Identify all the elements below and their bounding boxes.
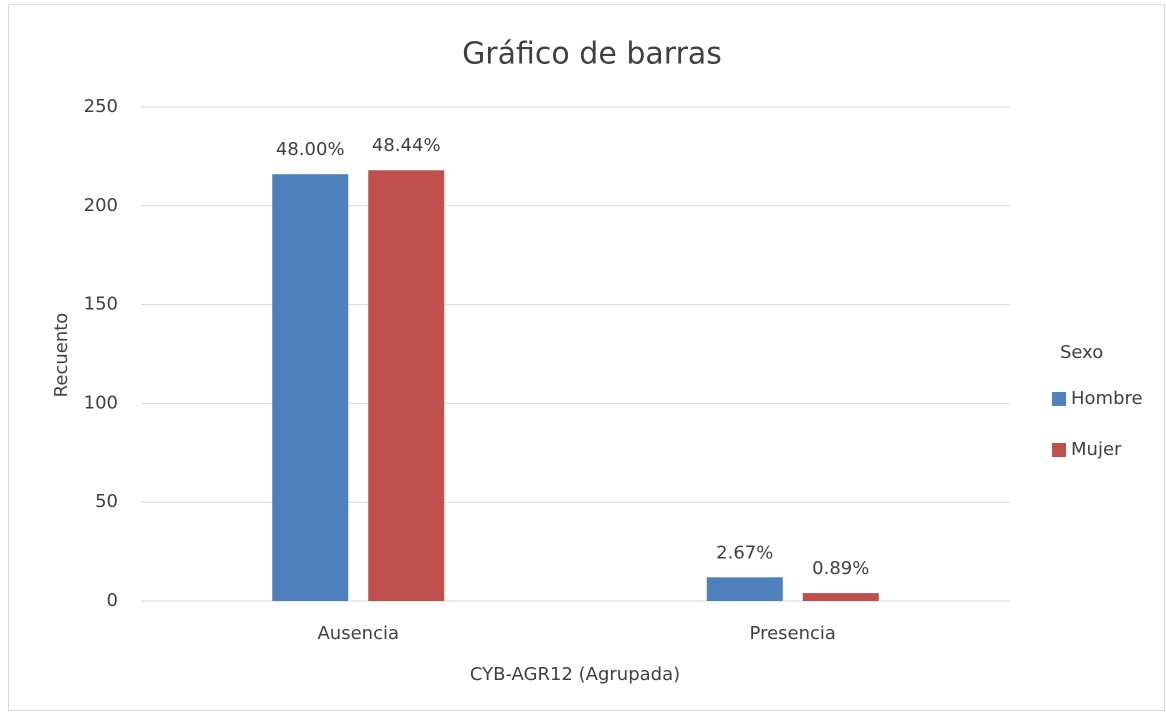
y-tick-label: 50: [95, 491, 118, 512]
data-label: 0.89%: [812, 558, 869, 579]
data-label: 2.67%: [716, 542, 773, 563]
x-tick-label: Presencia: [750, 623, 836, 644]
data-label: 48.44%: [372, 135, 441, 156]
y-tick-label: 150: [84, 294, 118, 315]
legend-label: Mujer: [1071, 439, 1122, 460]
data-label: 48.00%: [276, 139, 345, 160]
legend-title: Sexo: [1060, 342, 1103, 363]
bar: [802, 593, 879, 601]
x-tick-label: Ausencia: [317, 623, 399, 644]
bar: [368, 170, 445, 601]
legend-swatch: [1052, 392, 1066, 406]
y-tick-label: 250: [84, 96, 118, 117]
chart-border: [8, 4, 1165, 711]
x-axis-label: CYB-AGR12 (Agrupada): [470, 664, 680, 685]
legend-label: Hombre: [1071, 388, 1143, 409]
bar: [706, 577, 783, 601]
chart-title: Gráfico de barras: [462, 37, 722, 72]
bar: [272, 174, 349, 601]
legend-swatch: [1052, 443, 1066, 457]
y-axis-label: Recuento: [51, 313, 72, 398]
y-tick-label: 100: [84, 392, 118, 413]
y-tick-label: 200: [84, 195, 118, 216]
y-tick-label: 0: [107, 590, 118, 611]
